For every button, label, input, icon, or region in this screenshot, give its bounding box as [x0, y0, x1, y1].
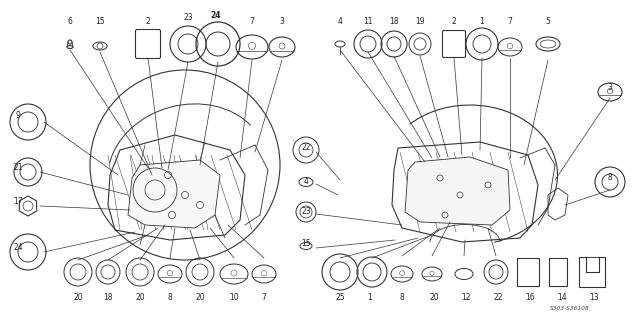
Text: 7: 7	[249, 18, 255, 27]
Text: 18: 18	[389, 18, 399, 27]
Text: 1: 1	[367, 293, 373, 302]
Text: 9: 9	[15, 111, 20, 121]
Text: 25: 25	[335, 293, 345, 302]
Text: S303-S36108: S303-S36108	[551, 306, 590, 310]
Text: 6: 6	[68, 18, 73, 27]
Text: 21: 21	[13, 164, 23, 172]
Bar	[586, 257, 598, 272]
Text: 3: 3	[607, 84, 612, 92]
Text: 7: 7	[262, 293, 267, 302]
Text: 12: 12	[461, 293, 471, 302]
Bar	[517, 258, 539, 286]
Polygon shape	[405, 157, 510, 225]
Text: 1: 1	[480, 18, 484, 27]
Text: 20: 20	[429, 293, 439, 302]
Text: 8: 8	[399, 293, 404, 302]
Bar	[579, 257, 605, 287]
Text: 19: 19	[415, 18, 425, 27]
Text: 20: 20	[135, 293, 145, 302]
Text: 23: 23	[183, 13, 193, 22]
Text: 10: 10	[229, 293, 239, 302]
Text: 16: 16	[525, 293, 535, 302]
Text: 2: 2	[452, 18, 456, 27]
Text: 11: 11	[363, 18, 373, 27]
Text: 2: 2	[145, 18, 151, 27]
Text: 14: 14	[557, 293, 567, 302]
Text: 18: 18	[103, 293, 113, 302]
Bar	[549, 258, 567, 286]
Text: 4: 4	[338, 18, 343, 27]
Text: 4: 4	[304, 178, 308, 187]
Text: 17: 17	[13, 197, 23, 206]
Text: 3: 3	[279, 18, 285, 27]
Text: 22: 22	[493, 293, 503, 302]
Text: 15: 15	[95, 18, 105, 27]
Text: 23: 23	[301, 207, 311, 217]
Text: 8: 8	[607, 173, 612, 182]
Text: 13: 13	[589, 293, 599, 302]
Text: 24: 24	[13, 244, 23, 252]
Text: 20: 20	[195, 293, 205, 302]
Text: 20: 20	[73, 293, 83, 302]
Text: 5: 5	[545, 18, 551, 27]
Text: 8: 8	[168, 293, 172, 302]
Text: 24: 24	[211, 11, 221, 20]
Text: 22: 22	[301, 143, 311, 153]
Text: 15: 15	[301, 239, 311, 249]
Text: 7: 7	[508, 18, 512, 27]
Polygon shape	[128, 160, 220, 228]
